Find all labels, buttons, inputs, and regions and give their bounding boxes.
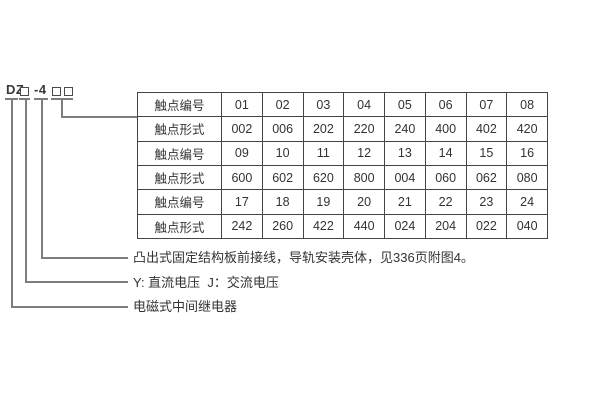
value-cell: 022 (465, 213, 508, 240)
value-cell: 062 (465, 164, 508, 191)
value-cell: 402 (465, 116, 508, 142)
value-cell: 002 (221, 116, 263, 142)
value-cell: 20 (343, 189, 385, 215)
legend-structure: 凸出式固定结构板前接线，导轨安装壳体，见336页附图4。 (133, 250, 474, 265)
row-label: 触点形式 (137, 164, 222, 191)
underline-voltage-box (19, 98, 30, 100)
leader-line-voltage-vertical (25, 99, 27, 282)
value-cell: 620 (302, 164, 345, 191)
value-cell: 04 (343, 91, 385, 118)
value-cell: 204 (424, 213, 467, 240)
leader-line-contacts-vertical (61, 99, 63, 117)
row-label: 触点形式 (137, 116, 222, 142)
value-cell: 060 (424, 164, 467, 191)
value-cell: 24 (506, 189, 548, 215)
value-cell: 400 (424, 116, 467, 142)
row-label: 触点编号 (137, 189, 222, 215)
value-cell: 440 (343, 213, 385, 240)
value-cell: 11 (302, 140, 345, 166)
value-cell: 420 (506, 116, 548, 142)
contact-table: 触点编号 01 02 03 04 05 06 07 08 触点形式 002 006 202 220 240 4… (137, 91, 548, 240)
table-row: 触点编号 09 10 11 12 13 14 15 16 (137, 140, 548, 166)
leader-line-relay-horizontal (11, 306, 128, 308)
legend-voltage: Y: 直流电压 J：交流电压 (133, 275, 279, 290)
value-cell: 22 (424, 189, 467, 215)
row-label: 触点形式 (137, 213, 222, 240)
value-cell: 10 (261, 140, 304, 166)
value-cell: 202 (302, 116, 345, 142)
value-cell: 15 (465, 140, 508, 166)
value-cell: 19 (302, 189, 345, 215)
placeholder-box (20, 87, 29, 96)
value-cell: 01 (221, 91, 263, 118)
table-row: 触点编号 01 02 03 04 05 06 07 08 (137, 91, 548, 118)
value-cell: 602 (261, 164, 304, 191)
value-cell: 12 (343, 140, 385, 166)
placeholder-box (64, 87, 73, 96)
table-row: 触点编号 17 18 19 20 21 22 23 24 (137, 189, 548, 215)
row-label: 触点编号 (137, 140, 222, 166)
placeholder-box (52, 87, 61, 96)
value-cell: 600 (221, 164, 263, 191)
value-cell: 13 (384, 140, 426, 166)
leader-line-relay-vertical (11, 99, 13, 307)
value-cell: 004 (384, 164, 426, 191)
value-cell: 080 (506, 164, 548, 191)
value-cell: 422 (302, 213, 345, 240)
table-row: 触点形式 242 260 422 440 024 204 022 040 (137, 213, 548, 240)
value-cell: 260 (261, 213, 304, 240)
value-cell: 02 (261, 91, 304, 118)
leader-line-structure-vertical (41, 99, 43, 258)
value-cell: 21 (384, 189, 426, 215)
contact-table-body: 触点编号 01 02 03 04 05 06 07 08 触点形式 002 006 202 220 240 4… (137, 91, 548, 240)
value-cell: 18 (261, 189, 304, 215)
value-cell: 23 (465, 189, 508, 215)
value-cell: 040 (506, 213, 548, 240)
value-cell: 14 (424, 140, 467, 166)
model-code-series: -4 (34, 82, 47, 97)
value-cell: 16 (506, 140, 548, 166)
value-cell: 800 (343, 164, 385, 191)
value-cell: 09 (221, 140, 263, 166)
legend-relay-type: 电磁式中间继电器 (133, 299, 238, 314)
value-cell: 006 (261, 116, 304, 142)
table-row: 触点形式 600 602 620 800 004 060 062 080 (137, 164, 548, 191)
value-cell: 03 (302, 91, 345, 118)
table-row: 触点形式 002 006 202 220 240 400 402 420 (137, 116, 548, 142)
value-cell: 17 (221, 189, 263, 215)
leader-line-contacts-horizontal (61, 116, 138, 118)
row-label: 触点编号 (137, 91, 222, 118)
value-cell: 220 (343, 116, 385, 142)
underline-contact-boxes (51, 98, 73, 100)
underline-series (34, 98, 48, 100)
value-cell: 024 (384, 213, 426, 240)
underline-prefix (5, 98, 18, 100)
model-code-contact-boxes (52, 87, 73, 96)
value-cell: 08 (506, 91, 548, 118)
leader-line-voltage-horizontal (25, 281, 128, 283)
model-code-prefix: DZ (6, 82, 25, 97)
value-cell: 07 (465, 91, 508, 118)
value-cell: 06 (424, 91, 467, 118)
leader-line-structure-horizontal (41, 257, 128, 259)
value-cell: 240 (384, 116, 426, 142)
model-code-voltage-box (20, 87, 29, 96)
value-cell: 05 (384, 91, 426, 118)
value-cell: 242 (221, 213, 263, 240)
